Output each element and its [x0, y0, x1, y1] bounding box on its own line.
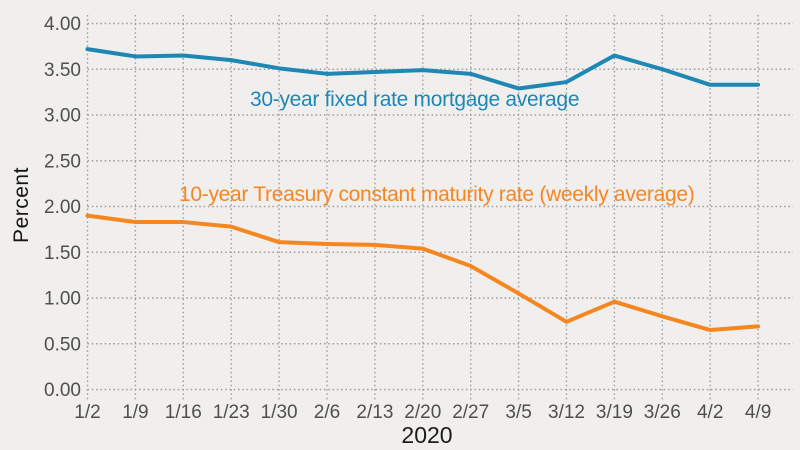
series-line-0 — [85, 47, 761, 91]
x-tick-label: 2/13 — [356, 402, 393, 423]
y-axis-title: Percent — [10, 167, 33, 243]
x-tick-label: 3/26 — [644, 402, 681, 423]
x-tick-label: 1/2 — [74, 402, 100, 423]
x-tick-label: 2/6 — [314, 402, 340, 423]
y-tick-label: 4.00 — [44, 14, 81, 35]
x-tick-label: 4/9 — [745, 402, 771, 423]
y-tick-label: 3.50 — [44, 60, 81, 81]
series-line-1 — [85, 213, 761, 333]
x-tick-label: 2/27 — [452, 402, 489, 423]
series-label-mortgage: 30-year fixed rate mortgage average — [250, 88, 580, 111]
y-tick-label: 2.00 — [44, 197, 81, 218]
y-tick-label: 0.50 — [44, 334, 81, 355]
x-tick-label: 1/16 — [165, 402, 202, 423]
x-tick-label: 4/2 — [697, 402, 723, 423]
x-tick-label: 1/23 — [213, 402, 250, 423]
y-tick-label: 0.00 — [44, 380, 81, 401]
x-tick-label: 2/20 — [404, 402, 441, 423]
x-tick-label: 1/30 — [261, 402, 298, 423]
y-tick-label: 3.00 — [44, 106, 81, 127]
y-tick-label: 2.50 — [44, 151, 81, 172]
x-tick-label: 3/19 — [596, 402, 633, 423]
y-tick-label: 1.50 — [44, 243, 81, 264]
x-tick-label: 3/5 — [505, 402, 531, 423]
x-tick-label: 1/9 — [122, 402, 148, 423]
x-tick-label: 3/12 — [548, 402, 585, 423]
y-tick-label: 1.00 — [44, 289, 81, 310]
x-axis-title: 2020 — [401, 422, 453, 448]
series-label-treasury: 10-year Treasury constant maturity rate … — [179, 183, 695, 206]
